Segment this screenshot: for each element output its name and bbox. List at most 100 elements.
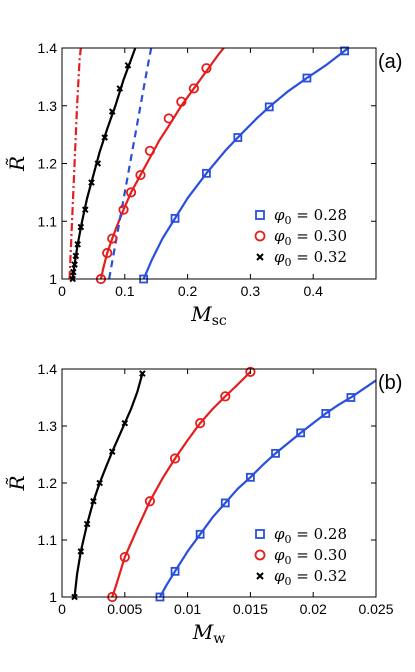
data-point-square [245,472,255,482]
data-point-circle [125,187,137,198]
data-point-square [170,213,180,223]
y-tick-label: 1.4 [38,40,58,56]
data-point-square [202,168,211,178]
data-point-circle [102,247,113,259]
series-line-00.28 [142,48,351,279]
x-tick-label: 0.02 [300,601,327,617]
y-tick-label: 1.2 [38,475,58,491]
y-tick-label: 1.1 [38,213,58,229]
data-point-circle [220,391,231,402]
series-line-00.28 [159,379,376,597]
data-point-cross [108,448,116,455]
data-point-cross [96,479,103,487]
data-point-cross [69,268,77,276]
data-point-square [264,102,274,112]
data-point-circle [195,418,206,429]
data-point-square [233,133,243,142]
legend-entry: φ0 = 0.30 [274,546,347,567]
x-tick-label: 0.4 [303,283,323,299]
data-point-square [340,46,350,56]
data-point-square [296,428,306,438]
data-point-circle [119,551,130,563]
series-line-00.30 [111,371,252,597]
x-axis-label: Mw [192,620,225,647]
x-tick-label: 0.1 [115,283,135,299]
x-tick-label: 0.005 [107,601,142,617]
y-tick-label: 1.2 [38,156,58,172]
data-point-cross [77,548,85,555]
series-line-00.32 [71,48,137,279]
data-point-square [271,448,280,458]
y-tick-label: 1.3 [38,98,58,114]
y-axis-label: R̃ [5,156,29,172]
data-point-circle [169,453,181,464]
legend-entry: φ0 = 0.28 [274,206,347,227]
series-line-00.32 [73,373,144,597]
x-tick-label: 0 [58,601,66,617]
y-tick-label: 1.1 [38,532,58,548]
data-point-cross [124,62,132,69]
data-point-circle [188,83,199,94]
series-line-dashed [108,48,153,279]
chart-panel-b: 0 0.005 0.01 0.015 0.02 0.025 1 1.1 1.2 1.3 1.4 Mw R… [5,361,402,647]
y-axis-label: R̃ [5,475,29,491]
data-point-circle [245,366,256,377]
legend-entry: φ0 = 0.30 [274,227,347,248]
data-point-cross [81,206,89,214]
data-point-square [170,566,180,576]
series-line-dashdot [68,48,82,279]
legend-entry: φ0 = 0.28 [274,525,347,546]
data-point-cross [139,370,146,377]
x-axis-label: Msc [190,302,227,329]
data-point-cross [83,520,91,528]
data-point-circle [176,96,187,107]
legend-marker-circle [254,549,266,561]
legend-marker-cross [256,572,264,580]
data-point-cross [94,160,102,167]
legend-marker-circle [254,230,266,242]
data-point-circle [144,145,156,156]
legend-marker-square [255,529,265,539]
data-point-circle [118,204,129,215]
legend-marker-square [255,210,265,220]
data-point-square [195,529,205,539]
y-tick-label: 1.4 [38,361,58,377]
x-tick-label: 0.3 [241,283,261,299]
data-point-cross [101,134,109,141]
legend-entry: φ0 = 0.32 [274,248,347,269]
data-point-circle [135,169,146,181]
y-tick-label: 1.3 [38,418,58,434]
data-point-cross [72,252,80,260]
data-point-cross [121,419,129,427]
data-point-cross [88,179,95,186]
legend-marker-cross [256,253,264,261]
data-point-square [321,409,331,418]
panel-label: (b) [378,372,402,394]
data-point-cross [74,241,82,248]
panel-label: (a) [378,51,402,73]
y-tick-label: 1 [49,271,57,287]
data-point-cross [77,223,85,231]
data-point-cross [116,85,124,92]
data-point-square [346,393,356,402]
data-point-square [220,498,230,508]
data-point-square [302,73,312,83]
data-point-cross [90,497,97,505]
x-tick-label: 0.01 [174,601,201,617]
x-tick-label: 0 [58,283,66,299]
data-point-circle [201,63,212,74]
series-line-00.30 [99,48,226,279]
data-point-cross [108,108,116,115]
data-point-cross [71,261,78,268]
data-point-circle [107,233,118,244]
legend-entry: φ0 = 0.32 [274,567,347,588]
chart-panel-a: 0 0.1 0.2 0.3 0.4 1 1.1 1.2 1.3 1.4 Msc R̃ (a) φ0 = 0… [5,40,402,329]
x-tick-label: 0.015 [233,601,268,617]
data-point-circle [144,496,156,507]
x-tick-label: 0.025 [358,601,393,617]
x-tick-label: 0.2 [178,283,198,299]
y-tick-label: 1 [49,589,57,605]
